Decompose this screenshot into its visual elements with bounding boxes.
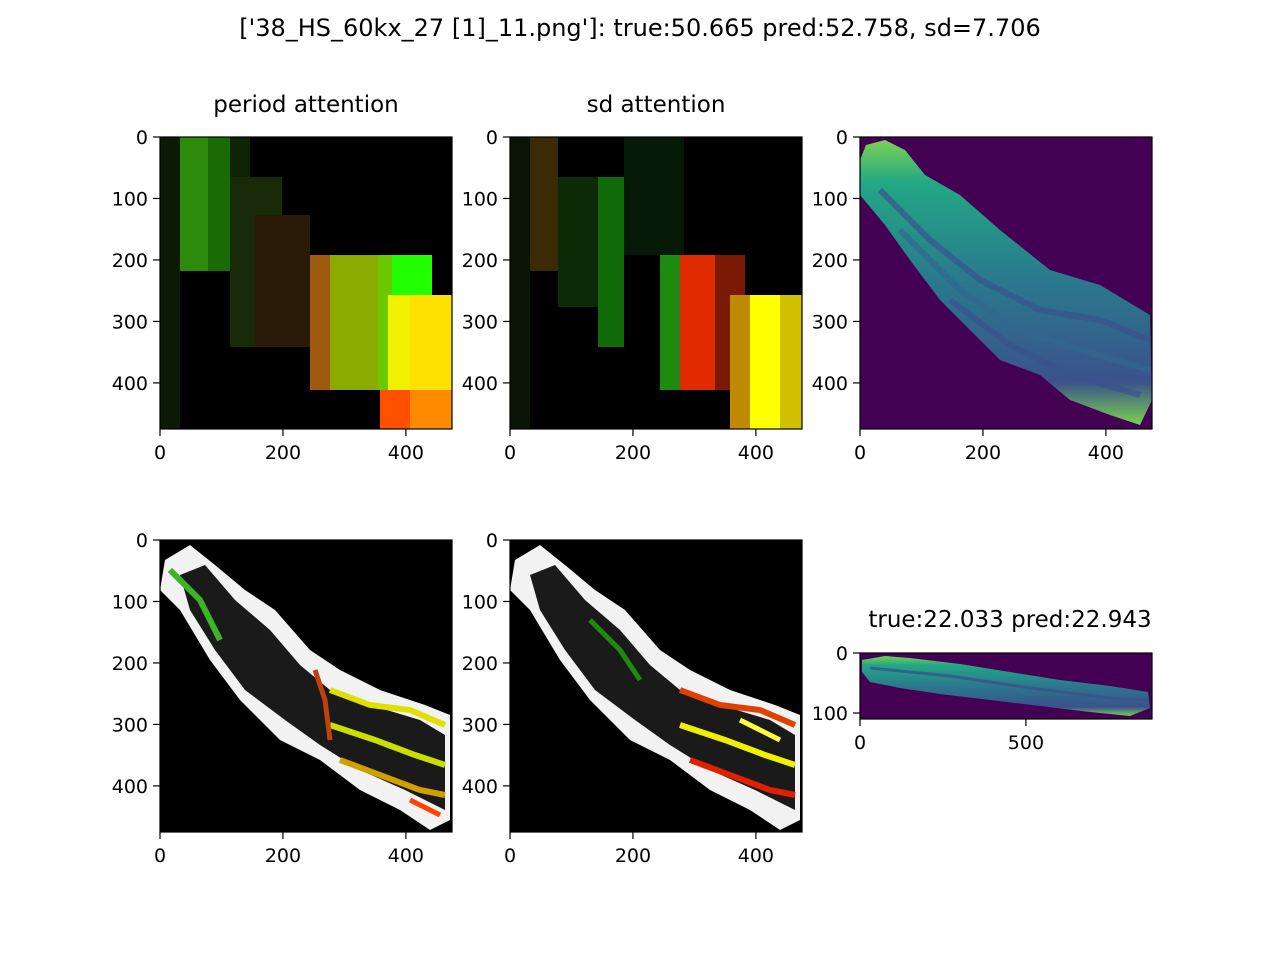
y-tick-label: 100 xyxy=(112,188,148,210)
x-tick-label: 500 xyxy=(1008,732,1044,754)
y-tick-label: 0 xyxy=(486,127,498,149)
y-tick-label: 100 xyxy=(462,188,498,210)
x-tick-label: 400 xyxy=(388,442,424,464)
y-tick-label: 100 xyxy=(462,591,498,613)
x-tick-label: 400 xyxy=(1088,442,1124,464)
x-tick-label: 400 xyxy=(738,442,774,464)
y-tick-label: 0 xyxy=(836,127,848,149)
y-tick-label: 300 xyxy=(112,311,148,333)
x-tick-label: 0 xyxy=(854,732,866,754)
y-tick-label: 200 xyxy=(112,250,148,272)
y-tick-label: 300 xyxy=(112,714,148,736)
x-tick-label: 200 xyxy=(615,845,651,867)
sd-attention-frame xyxy=(509,136,803,430)
y-tick-label: 400 xyxy=(112,373,148,395)
period-overlay-heatmap xyxy=(160,540,452,832)
sd-overlay-axes: 0 200 400 0 100 200 300 400 xyxy=(462,530,803,867)
x-tick-label: 0 xyxy=(154,845,166,867)
y-tick-label: 400 xyxy=(812,373,848,395)
x-tick-label: 400 xyxy=(388,845,424,867)
input-image-heatmap xyxy=(860,137,1152,429)
x-tick-label: 400 xyxy=(738,845,774,867)
x-tick-label: 0 xyxy=(504,442,516,464)
period-overlay-axes: 0 200 400 0 100 200 300 400 xyxy=(112,530,453,867)
full-image-axes: 0 500 0 100 xyxy=(812,643,1153,754)
x-tick-label: 200 xyxy=(265,845,301,867)
y-tick-label: 400 xyxy=(112,776,148,798)
y-tick-label: 400 xyxy=(462,776,498,798)
full-image-heatmap xyxy=(860,653,1152,719)
sd-overlay-heatmap xyxy=(510,540,802,832)
x-tick-label: 200 xyxy=(265,442,301,464)
y-tick-label: 100 xyxy=(812,188,848,210)
y-tick-label: 200 xyxy=(462,250,498,272)
x-tick-label: 0 xyxy=(504,845,516,867)
period-attention-heatmap xyxy=(160,137,452,429)
sd-attention-title: sd attention xyxy=(586,92,726,118)
y-tick-label: 200 xyxy=(812,250,848,272)
sd-attention-heatmap xyxy=(510,137,802,429)
full-image-title: true:22.033 pred:22.943 xyxy=(868,607,1152,633)
sd-attention-axes: 0 200 400 0 100 200 300 400 xyxy=(462,127,803,464)
y-tick-label: 400 xyxy=(462,373,498,395)
period-attention-frame xyxy=(159,136,453,430)
y-tick-label: 0 xyxy=(836,643,848,665)
x-tick-label: 0 xyxy=(154,442,166,464)
y-tick-label: 100 xyxy=(112,591,148,613)
y-tick-label: 300 xyxy=(462,311,498,333)
sd-overlay-frame xyxy=(509,539,803,833)
period-overlay-frame xyxy=(159,539,453,833)
input-image-frame xyxy=(859,136,1153,430)
x-tick-label: 200 xyxy=(615,442,651,464)
figure-suptitle: ['38_HS_60kx_27 [1]_11.png']: true:50.66… xyxy=(239,14,1041,42)
full-image-frame xyxy=(859,652,1153,720)
y-tick-label: 300 xyxy=(812,311,848,333)
axes-layer: 0 200 400 0 100 200 300 400 0 200 400 0 100 200 300 400… xyxy=(112,127,1153,867)
y-tick-label: 0 xyxy=(136,127,148,149)
y-tick-label: 0 xyxy=(136,530,148,552)
y-tick-label: 0 xyxy=(486,530,498,552)
x-tick-label: 0 xyxy=(854,442,866,464)
y-tick-label: 300 xyxy=(462,714,498,736)
input-image-axes: 0 200 400 0 100 200 300 400 xyxy=(812,127,1153,464)
y-tick-label: 100 xyxy=(812,703,848,725)
y-tick-label: 200 xyxy=(462,653,498,675)
y-tick-label: 200 xyxy=(112,653,148,675)
period-attention-title: period attention xyxy=(213,92,399,118)
period-attention-axes: 0 200 400 0 100 200 300 400 xyxy=(112,127,453,464)
x-tick-label: 200 xyxy=(965,442,1001,464)
